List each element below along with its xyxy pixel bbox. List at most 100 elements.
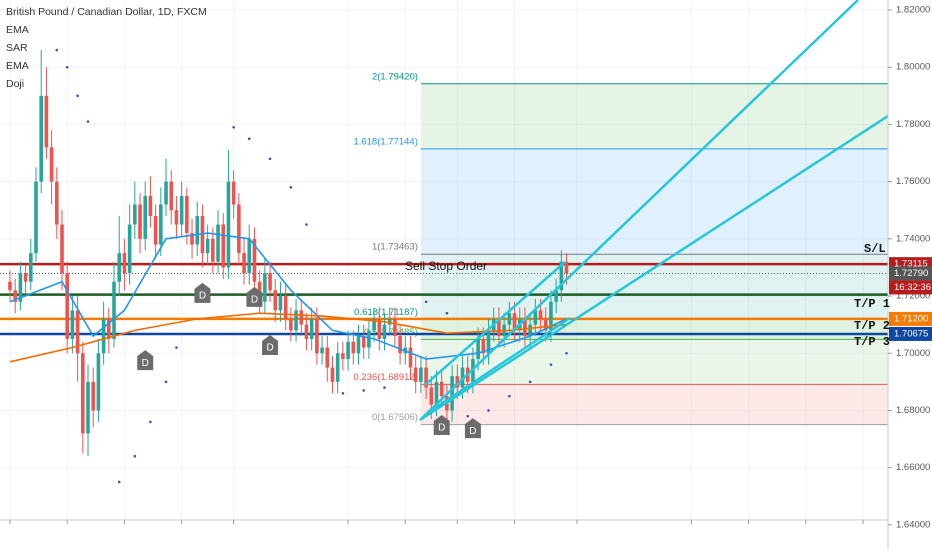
candle-body bbox=[361, 336, 366, 348]
candle-body bbox=[28, 253, 33, 282]
candle-body bbox=[221, 224, 226, 268]
candle-body bbox=[195, 215, 200, 245]
candle-body bbox=[476, 338, 480, 359]
candle-body bbox=[39, 95, 43, 182]
sar-dot bbox=[305, 223, 308, 226]
sar-dot bbox=[565, 351, 568, 355]
ema-line bbox=[9, 312, 567, 363]
candle-body bbox=[393, 318, 397, 337]
countdown-label: 16:32:36 bbox=[894, 282, 931, 293]
candle-body bbox=[60, 224, 64, 274]
candle-body bbox=[283, 296, 288, 319]
time-axis bbox=[0, 520, 888, 550]
sar-dot bbox=[445, 311, 449, 315]
candle-body bbox=[543, 318, 548, 331]
y-tick-label: 1.64000 bbox=[896, 519, 930, 530]
candle-body bbox=[23, 273, 28, 282]
sar-dot bbox=[528, 380, 532, 384]
candle-body bbox=[226, 181, 231, 268]
candle-body bbox=[315, 318, 319, 354]
candle-body bbox=[247, 238, 252, 274]
fib-label: 1(1.73463) bbox=[372, 242, 418, 253]
candle-body bbox=[419, 367, 423, 382]
chart-title: British Pound / Canadian Dollar, 1D, FXC… bbox=[6, 6, 207, 18]
candle-body bbox=[55, 181, 59, 225]
sar-dot bbox=[383, 386, 386, 389]
sar-dot bbox=[164, 380, 168, 384]
candle-body bbox=[164, 181, 168, 205]
candle-body bbox=[107, 318, 111, 339]
candle-body bbox=[8, 281, 12, 291]
candle-body bbox=[299, 310, 304, 325]
fib-label: 0(1.67506) bbox=[372, 412, 418, 423]
sar-dot bbox=[76, 94, 79, 98]
candle-body bbox=[138, 204, 142, 239]
candle-body bbox=[408, 347, 413, 368]
y-tick-label: 1.80000 bbox=[896, 62, 930, 73]
candle-body bbox=[528, 324, 532, 337]
candle-body bbox=[559, 261, 564, 291]
price-tag-label: 1.73115 bbox=[894, 259, 928, 270]
annotation: Sell Stop Order bbox=[405, 259, 487, 273]
fib-label: 0.618(1.71187) bbox=[354, 307, 418, 318]
candle-body bbox=[273, 290, 278, 311]
candle-body bbox=[512, 313, 517, 331]
sar-dot bbox=[362, 389, 365, 392]
plot-background bbox=[0, 0, 888, 526]
doji-label: D bbox=[251, 295, 258, 306]
candle-body bbox=[351, 341, 356, 354]
price-tag bbox=[889, 326, 932, 341]
candle-body bbox=[127, 224, 132, 274]
legend-entry: SAR bbox=[6, 42, 28, 54]
candle-body bbox=[398, 336, 402, 354]
annotation: T/P 1 bbox=[854, 297, 890, 311]
candle-body bbox=[434, 381, 439, 405]
candle-body bbox=[554, 290, 558, 302]
candle-body bbox=[70, 310, 75, 339]
candle-body bbox=[346, 341, 350, 359]
sar-dot bbox=[232, 125, 235, 129]
candle-body bbox=[34, 181, 38, 254]
candle-body bbox=[96, 353, 101, 411]
trend-line bbox=[419, 0, 859, 421]
candle-body bbox=[179, 195, 184, 225]
candle-body bbox=[289, 318, 293, 331]
candle-body bbox=[211, 238, 215, 262]
candle-body bbox=[237, 204, 241, 254]
candle-body bbox=[564, 261, 569, 274]
candle-body bbox=[65, 273, 70, 339]
candle-body bbox=[268, 273, 272, 291]
candle-body bbox=[174, 210, 179, 225]
candle-body bbox=[382, 324, 387, 339]
sar-dot bbox=[65, 65, 69, 69]
candle-body bbox=[372, 318, 376, 331]
fib-zone bbox=[420, 319, 888, 340]
candle-body bbox=[49, 147, 54, 182]
sar-dot bbox=[341, 391, 345, 395]
candle-body bbox=[481, 338, 486, 354]
price-tag bbox=[889, 266, 932, 281]
ema-line bbox=[9, 232, 567, 360]
sar-dot bbox=[175, 346, 178, 349]
candle-body bbox=[450, 376, 454, 411]
fib-zone bbox=[420, 339, 888, 385]
fib-label: 2(1.79420) bbox=[372, 71, 418, 82]
candle-body bbox=[439, 381, 444, 397]
candle-body bbox=[455, 376, 460, 388]
candle-body bbox=[252, 238, 257, 282]
countdown-tag bbox=[889, 280, 932, 295]
doji-marker bbox=[137, 350, 154, 371]
doji-marker bbox=[262, 334, 279, 355]
y-tick-label: 1.74000 bbox=[896, 233, 930, 244]
candle-body bbox=[549, 301, 553, 331]
candle-body bbox=[330, 367, 335, 382]
candle-body bbox=[101, 318, 106, 354]
doji-label: D bbox=[199, 291, 206, 302]
fib-label: 0.236(1.68912) bbox=[353, 372, 417, 383]
annotation: T/P 3 bbox=[854, 335, 890, 349]
candle-body bbox=[190, 233, 194, 245]
sar-dot bbox=[424, 300, 428, 304]
candle-body bbox=[122, 253, 127, 274]
doji-marker bbox=[433, 415, 450, 436]
annotation: S/L bbox=[864, 242, 886, 256]
